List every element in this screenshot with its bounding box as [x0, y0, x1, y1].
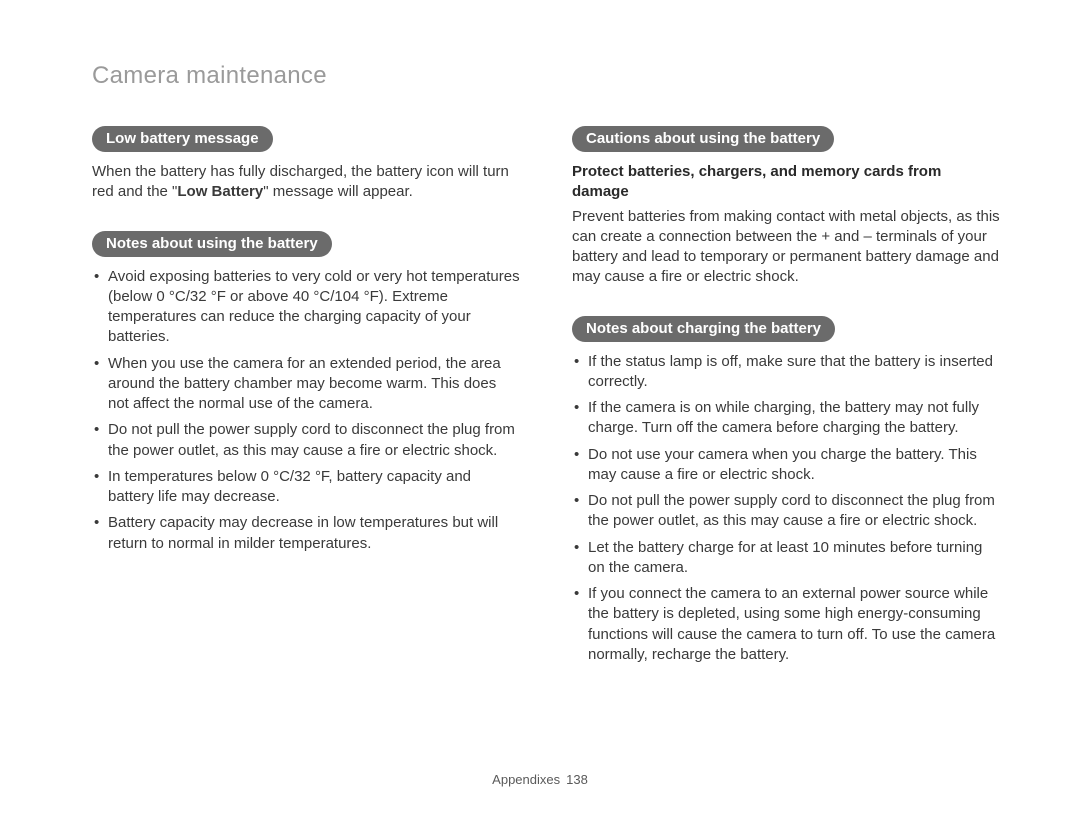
- low-battery-paragraph: When the battery has fully discharged, t…: [92, 162, 520, 203]
- section-cautions-battery: Cautions about using the battery Protect…: [572, 126, 1000, 288]
- list-item: Do not pull the power supply cord to dis…: [92, 420, 520, 461]
- text-bold-low-battery: Low Battery: [177, 183, 263, 200]
- content-columns: Low battery message When the battery has…: [92, 126, 1000, 693]
- pill-notes-using-battery: Notes about using the battery: [92, 231, 332, 257]
- left-column: Low battery message When the battery has…: [92, 126, 520, 693]
- section-notes-using-battery: Notes about using the battery Avoid expo…: [92, 231, 520, 554]
- list-item: If you connect the camera to an external…: [572, 584, 1000, 665]
- list-item: Do not use your camera when you charge t…: [572, 445, 1000, 486]
- section-notes-charging-battery: Notes about charging the battery If the …: [572, 316, 1000, 666]
- page-title: Camera maintenance: [92, 62, 1000, 90]
- page-footer: Appendixes 138: [0, 772, 1080, 787]
- list-item: In temperatures below 0 °C/32 °F, batter…: [92, 467, 520, 508]
- pill-cautions-using-battery: Cautions about using the battery: [572, 126, 834, 152]
- list-item: Do not pull the power supply cord to dis…: [572, 491, 1000, 532]
- right-column: Cautions about using the battery Protect…: [572, 126, 1000, 693]
- footer-section-label: Appendixes: [492, 772, 560, 787]
- list-item: Let the battery charge for at least 10 m…: [572, 538, 1000, 579]
- document-page: Camera maintenance Low battery message W…: [0, 0, 1080, 815]
- bullet-list-using-battery: Avoid exposing batteries to very cold or…: [92, 267, 520, 554]
- cautions-paragraph: Prevent batteries from making contact wi…: [572, 207, 1000, 288]
- bullet-list-charging-battery: If the status lamp is off, make sure tha…: [572, 352, 1000, 666]
- text-segment: " message will appear.: [263, 183, 413, 200]
- list-item: If the status lamp is off, make sure tha…: [572, 352, 1000, 393]
- list-item: Avoid exposing batteries to very cold or…: [92, 267, 520, 348]
- subhead-protect-batteries: Protect batteries, chargers, and memory …: [572, 162, 1000, 203]
- pill-notes-charging-battery: Notes about charging the battery: [572, 316, 835, 342]
- pill-low-battery-message: Low battery message: [92, 126, 273, 152]
- list-item: If the camera is on while charging, the …: [572, 398, 1000, 439]
- list-item: When you use the camera for an extended …: [92, 354, 520, 415]
- section-low-battery: Low battery message When the battery has…: [92, 126, 520, 203]
- footer-page-number: 138: [566, 772, 588, 787]
- list-item: Battery capacity may decrease in low tem…: [92, 513, 520, 554]
